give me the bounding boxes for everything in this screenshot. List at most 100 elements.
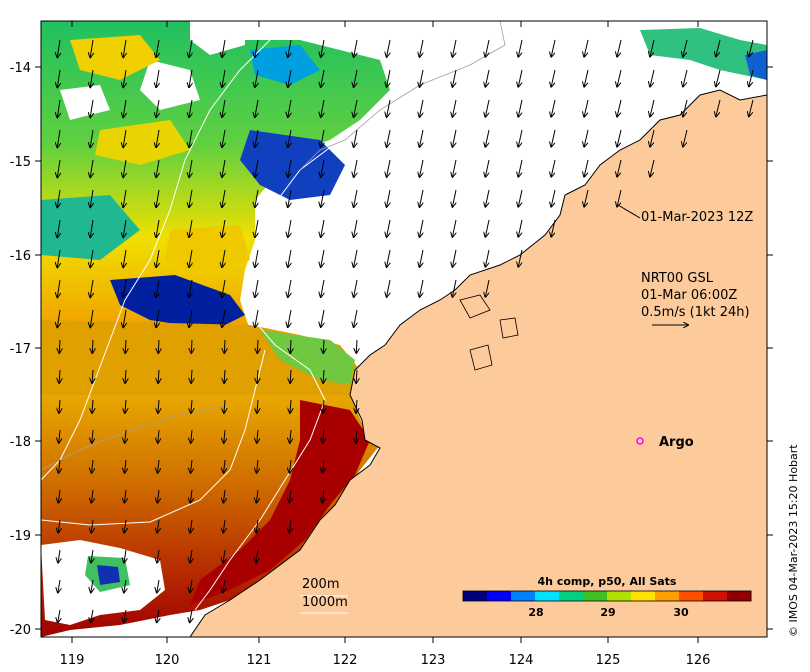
current-arrow — [354, 129, 357, 147]
colorbar-segment — [511, 591, 536, 601]
argo-label: Argo — [659, 435, 694, 450]
current-arrow — [156, 189, 159, 207]
current-arrow — [91, 519, 93, 533]
current-arrow — [322, 489, 324, 503]
current-arrow — [288, 219, 291, 237]
current-arrow — [749, 39, 754, 56]
current-arrow — [124, 549, 126, 562]
argo-marker — [636, 437, 644, 445]
current-arrow — [191, 369, 192, 383]
current-arrow — [255, 219, 258, 237]
current-arrow — [156, 129, 159, 147]
current-arrow — [452, 189, 457, 207]
sst-patch-transition-green — [260, 330, 355, 385]
current-arrow — [224, 399, 225, 413]
current-arrow — [650, 39, 655, 56]
current-arrow — [57, 279, 60, 297]
current-arrow — [518, 99, 523, 117]
current-arrow — [584, 99, 589, 117]
current-arrow — [321, 99, 324, 117]
current-arrow — [288, 39, 291, 57]
colorbar-segment — [703, 591, 728, 601]
current-arrow — [224, 369, 225, 383]
current-arrow — [156, 99, 159, 117]
current-arrow — [650, 129, 655, 146]
current-arrow — [124, 609, 126, 622]
current-arrow — [125, 399, 126, 413]
current-arrow — [617, 129, 622, 147]
current-arrow — [518, 129, 523, 147]
current-arrow — [189, 39, 192, 57]
current-arrow — [90, 69, 93, 87]
current-arrow — [255, 309, 258, 327]
current-arrow — [420, 99, 424, 117]
current-arrow — [321, 249, 324, 267]
current-arrow — [584, 69, 589, 87]
current-arrow — [387, 99, 390, 117]
current-arrow — [650, 159, 655, 176]
current-arrow — [485, 99, 490, 117]
current-arrow — [321, 159, 324, 177]
y-tick-label: -14 — [10, 61, 31, 76]
current-arrow — [58, 489, 60, 503]
current-arrow — [290, 429, 291, 443]
current-arrow — [518, 159, 523, 177]
current-arrow — [485, 39, 490, 57]
current-arrow — [387, 249, 390, 267]
current-arrow — [189, 129, 192, 147]
current-arrow — [290, 399, 291, 413]
current-arrow — [90, 189, 93, 207]
current-arrow — [156, 249, 159, 267]
colorbar — [463, 591, 752, 601]
current-arrow — [123, 99, 126, 117]
current-arrow — [387, 159, 390, 177]
current-arrow — [59, 369, 60, 383]
current-arrow — [190, 609, 192, 622]
colorbar-tick-29: 29 — [600, 606, 615, 619]
current-arrow — [387, 129, 390, 147]
current-arrow — [518, 219, 523, 237]
current-arrow — [518, 189, 523, 207]
current-arrow — [551, 129, 556, 147]
current-arrow — [420, 189, 424, 207]
current-arrow — [189, 189, 192, 207]
current-arrow — [257, 459, 258, 473]
current-arrow — [452, 39, 457, 57]
x-tick-label: 126 — [686, 653, 711, 668]
current-arrow — [485, 69, 490, 87]
current-arrow — [157, 489, 159, 503]
current-arrow — [223, 489, 225, 503]
current-arrow — [158, 399, 159, 413]
colorbar-segment — [655, 591, 680, 601]
current-arrow — [452, 159, 457, 177]
current-arrow — [157, 609, 159, 622]
current-arrow — [189, 309, 192, 327]
current-scale-label: 0.5m/s (1kt 24h) — [641, 305, 750, 320]
current-arrow — [617, 99, 622, 117]
current-arrow — [189, 249, 192, 267]
current-arrow — [224, 429, 225, 443]
colorbar-tick-28: 28 — [528, 606, 543, 619]
current-arrow — [485, 219, 490, 237]
current-arrow — [222, 39, 225, 57]
current-arrow — [584, 189, 589, 207]
current-arrow — [158, 339, 159, 353]
x-tick-label: 122 — [333, 653, 358, 668]
colorbar-segment — [679, 591, 704, 601]
current-arrow — [749, 69, 754, 86]
contour-200-label: 200m — [302, 577, 339, 592]
current-arrow — [224, 459, 225, 473]
current-arrow — [716, 39, 721, 56]
current-arrow — [90, 219, 93, 237]
current-arrow — [323, 429, 324, 443]
current-arrow — [190, 549, 192, 562]
current-arrows — [57, 39, 754, 622]
current-arrow — [158, 369, 159, 383]
x-tick-label: 120 — [155, 653, 180, 668]
current-arrow — [123, 279, 126, 297]
current-arrow — [158, 459, 159, 473]
cloud-gap-nw-2 — [140, 60, 200, 110]
colorbar-title: 4h comp, p50, All Sats — [538, 575, 677, 588]
current-arrow — [255, 189, 258, 207]
current-arrow — [387, 39, 390, 57]
